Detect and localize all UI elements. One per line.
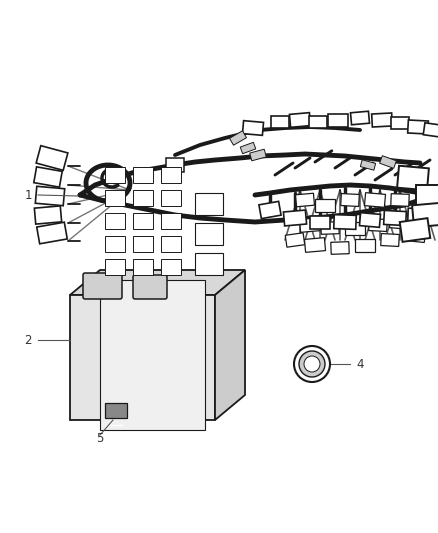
Bar (34, 167, 62, 187)
Bar (383, 211, 406, 225)
Bar (283, 210, 306, 226)
Bar (308, 116, 326, 128)
Bar (289, 112, 310, 127)
Bar (371, 113, 392, 127)
Bar (229, 131, 246, 145)
Bar (161, 190, 180, 206)
Text: 2: 2 (24, 334, 32, 346)
Bar (354, 238, 374, 252)
Bar (105, 403, 127, 418)
Bar (364, 192, 385, 207)
Bar (399, 218, 429, 242)
Bar (390, 117, 408, 129)
Bar (105, 259, 125, 275)
Bar (396, 166, 428, 190)
Polygon shape (70, 270, 244, 295)
Bar (133, 236, 153, 252)
Bar (35, 187, 64, 206)
Bar (415, 185, 438, 205)
Bar (161, 213, 180, 229)
FancyBboxPatch shape (133, 275, 166, 299)
Bar (295, 193, 314, 207)
Bar (258, 201, 280, 219)
Text: 4: 4 (356, 358, 363, 370)
Bar (34, 206, 61, 224)
Bar (194, 253, 223, 275)
Bar (133, 259, 153, 275)
Bar (333, 215, 355, 229)
Bar (304, 238, 325, 252)
Bar (309, 215, 329, 229)
Text: 1: 1 (24, 189, 32, 201)
Bar (161, 259, 180, 275)
Bar (161, 167, 180, 183)
Bar (166, 158, 184, 172)
Bar (133, 167, 153, 183)
Bar (344, 222, 364, 235)
Circle shape (298, 351, 324, 377)
Bar (407, 120, 427, 134)
Bar (249, 149, 266, 161)
Bar (350, 111, 369, 125)
Bar (133, 213, 153, 229)
Bar (299, 217, 320, 232)
Bar (379, 156, 396, 168)
Polygon shape (70, 295, 215, 420)
Bar (242, 120, 263, 135)
Bar (424, 203, 438, 217)
Bar (36, 146, 68, 171)
Bar (270, 116, 288, 128)
Bar (105, 167, 125, 183)
Bar (194, 223, 223, 245)
Bar (105, 190, 125, 206)
Bar (422, 123, 438, 137)
Bar (37, 222, 67, 244)
Bar (285, 233, 304, 247)
Bar (411, 203, 438, 227)
Bar (359, 213, 380, 228)
Bar (390, 193, 408, 206)
Bar (327, 114, 347, 126)
Bar (240, 142, 255, 154)
Bar (403, 228, 425, 243)
Bar (389, 215, 410, 229)
Bar (380, 233, 399, 246)
Bar (330, 241, 348, 254)
Bar (314, 198, 334, 212)
Circle shape (293, 346, 329, 382)
Text: 5: 5 (96, 432, 103, 446)
Bar (320, 222, 339, 235)
Bar (105, 213, 125, 229)
Bar (194, 193, 223, 215)
Polygon shape (215, 270, 244, 420)
Bar (105, 236, 125, 252)
Circle shape (303, 356, 319, 372)
Bar (340, 193, 358, 206)
Bar (161, 236, 180, 252)
Bar (407, 208, 427, 222)
Bar (133, 190, 153, 206)
Bar (360, 160, 375, 170)
FancyBboxPatch shape (83, 273, 122, 299)
Bar (100, 280, 205, 430)
Bar (368, 219, 386, 231)
